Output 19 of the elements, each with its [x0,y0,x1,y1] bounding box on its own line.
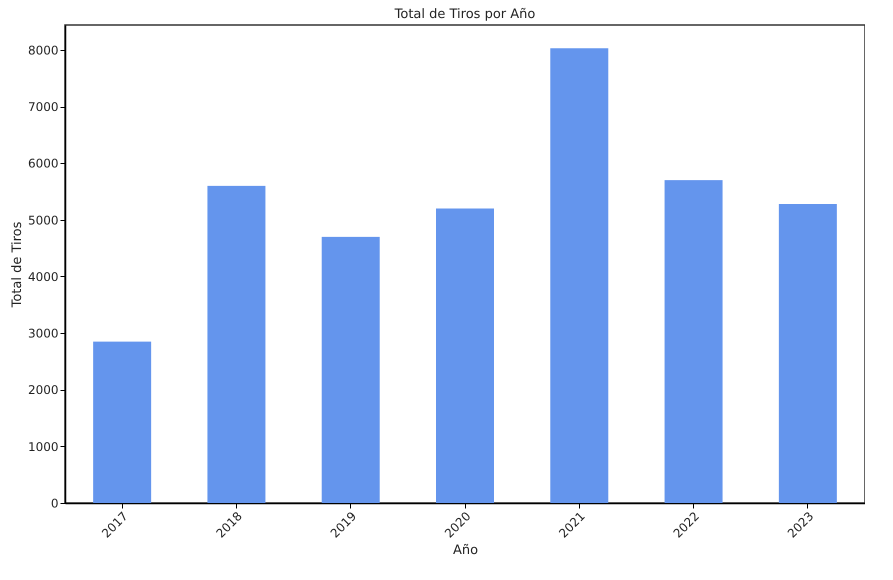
y-tick-label: 0 [50,496,58,510]
bar [207,186,266,503]
y-tick-label: 4000 [28,270,58,284]
y-tick-label: 5000 [28,213,58,228]
y-axis-title: Total de Tiros [10,221,25,308]
y-tick-label: 6000 [28,156,58,171]
bar [550,48,608,503]
bar [436,208,494,503]
y-tick-label: 8000 [28,43,58,58]
bar [322,236,380,503]
bar [778,204,837,503]
bar [93,342,152,503]
x-axis-title: Año [452,542,478,558]
bar [664,180,723,503]
y-tick-label: 7000 [28,100,58,114]
y-tick-label: 2000 [28,383,58,398]
y-tick-label: 1000 [28,440,58,454]
chart-title: Total de Tiros por Año [394,7,536,22]
y-tick-label: 3000 [28,326,58,341]
